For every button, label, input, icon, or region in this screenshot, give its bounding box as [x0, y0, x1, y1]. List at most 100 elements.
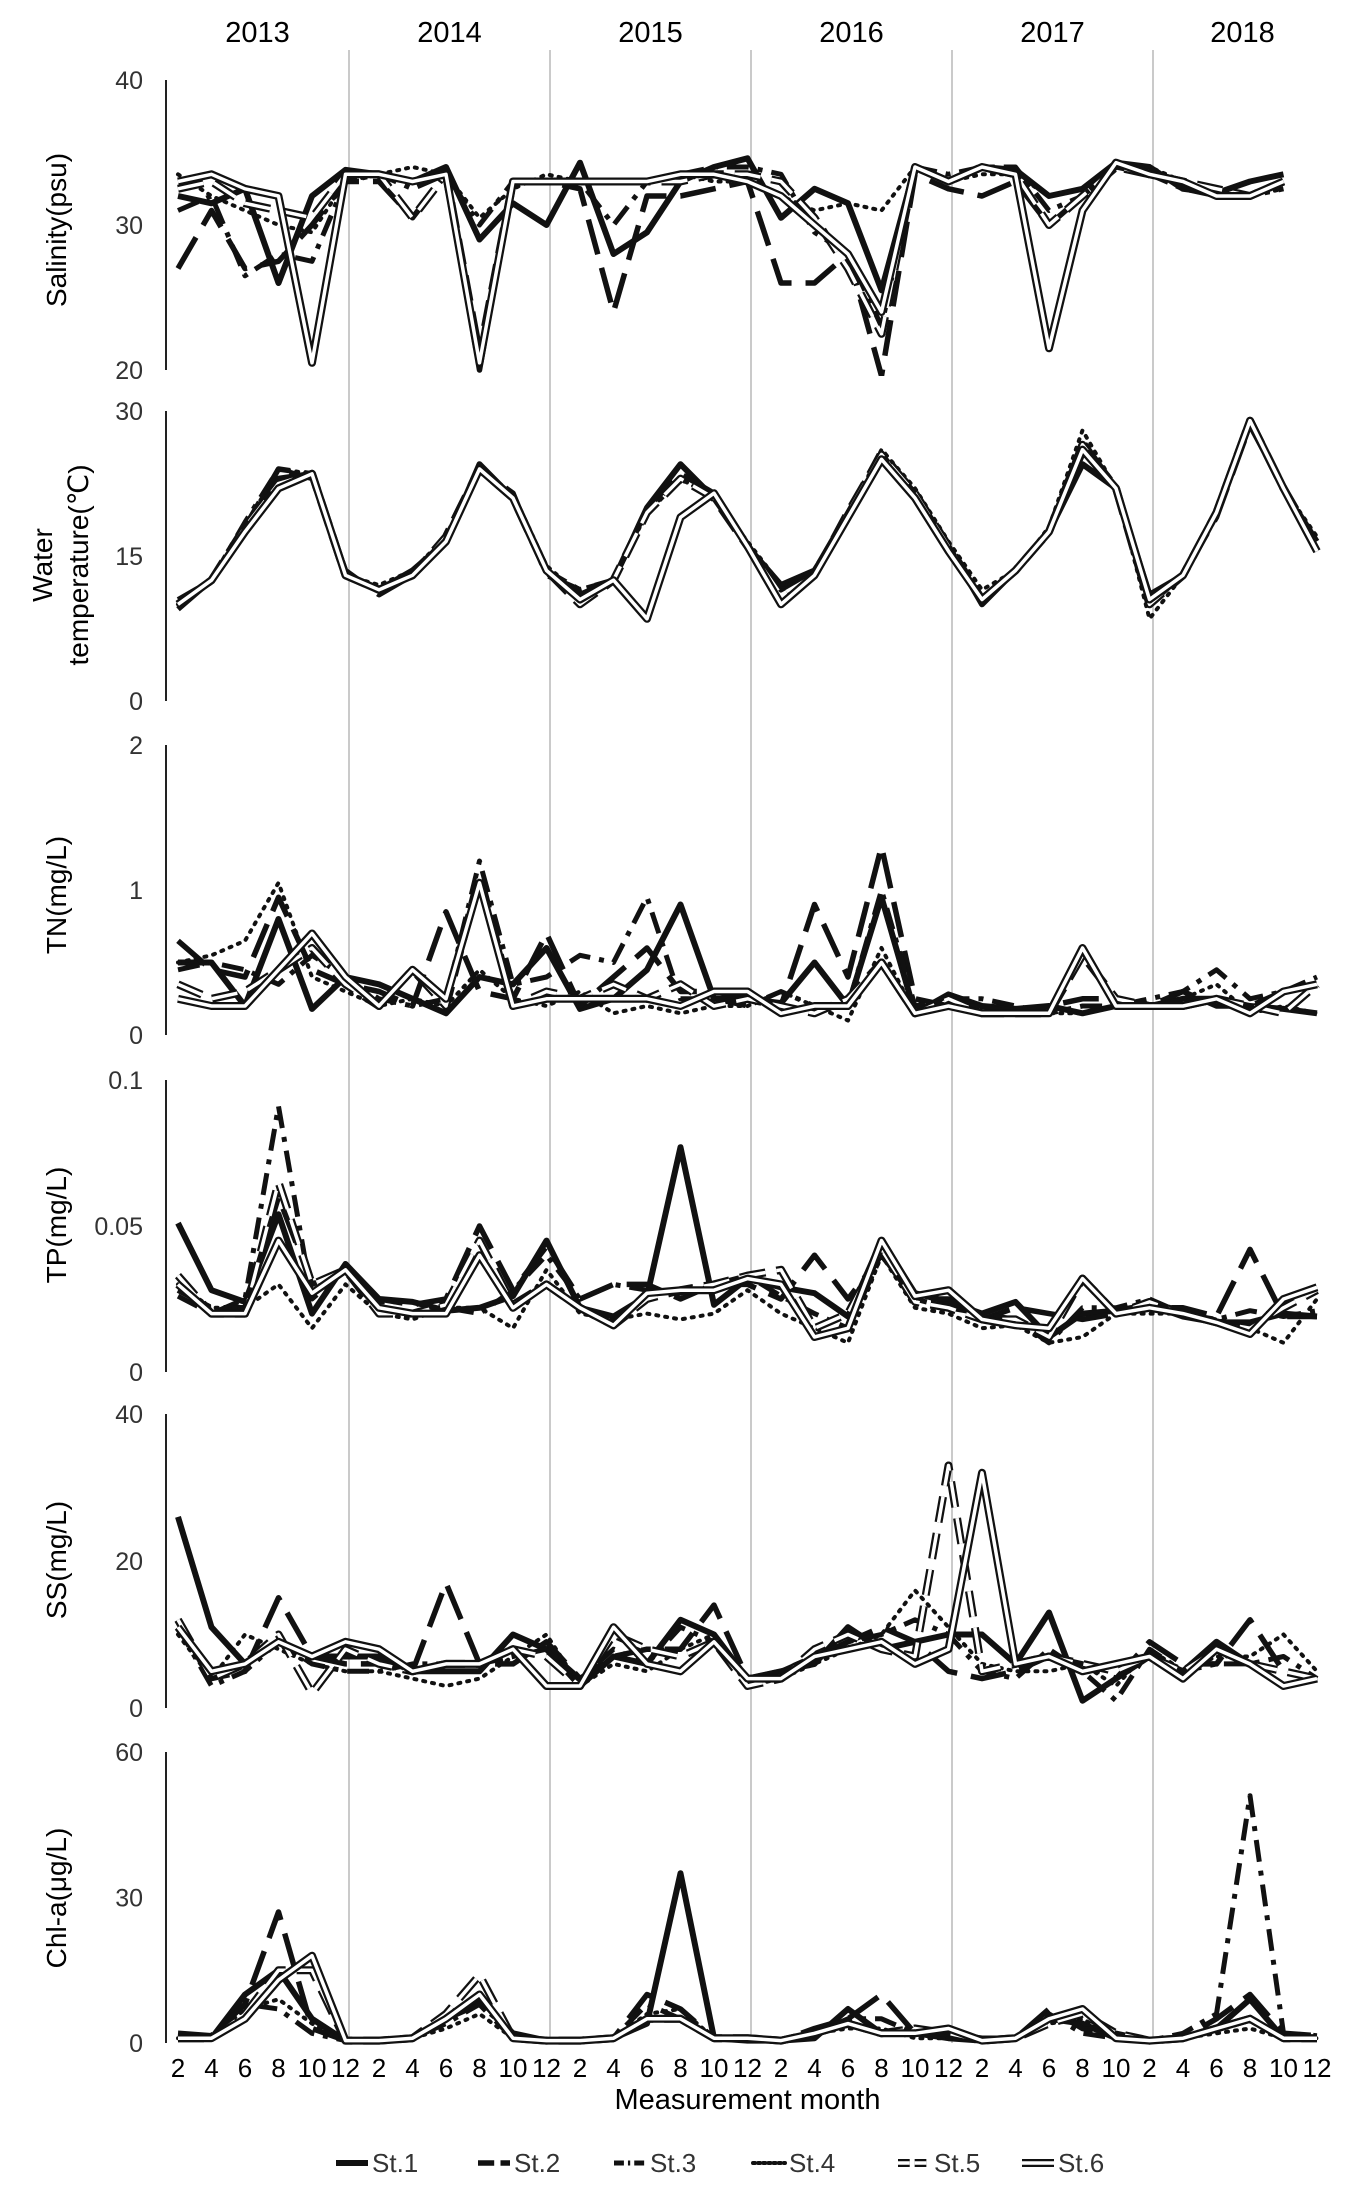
series-st6-line-inner — [176, 1471, 1318, 1688]
panel-4: 0 0.05 0.1 TP(mg/L) — [41, 1067, 1319, 1387]
y-tick-label: 1 — [129, 877, 143, 905]
panel-3: 0 1 2 TN(mg/L) — [41, 732, 1320, 1050]
x-tick-label: 6 — [1042, 2053, 1056, 2083]
y-tick-label: 2 — [129, 732, 143, 760]
series-group — [175, 155, 1286, 376]
x-tick-label: 2 — [975, 2053, 989, 2083]
x-tick-label: 4 — [606, 2053, 620, 2083]
y-tick-label: 0 — [129, 1695, 143, 1723]
x-tick-label: 2 — [774, 2053, 788, 2083]
x-tick-label: 8 — [1243, 2053, 1257, 2083]
x-tick-label: 12 — [934, 2053, 963, 2083]
y-tick-label: 40 — [115, 67, 143, 95]
x-tick-label: 8 — [1075, 2053, 1089, 2083]
legend-item-st2: St.2 — [478, 2148, 560, 2178]
legend-item-st3: St.3 — [614, 2148, 696, 2178]
x-tick-label: 10 — [901, 2053, 930, 2083]
x-tick-label: 12 — [733, 2053, 762, 2083]
panel-2: 0 15 30 Water temperature(℃) — [27, 398, 1321, 716]
y-tick-label: 20 — [115, 1548, 143, 1576]
y-tick-label: 15 — [115, 543, 143, 571]
y-tick-label: 20 — [115, 357, 143, 385]
series-group — [175, 416, 1321, 623]
y-axis-label: Water temperature(℃) — [27, 464, 94, 665]
legend-item-st1: St.1 — [336, 2148, 418, 2178]
x-tick-label: 8 — [673, 2053, 687, 2083]
series-st5-line-inner — [176, 1463, 1318, 1696]
legend-label: St.5 — [934, 2148, 980, 2178]
x-tick-label: 12 — [1303, 2053, 1332, 2083]
x-tick-label: 8 — [874, 2053, 888, 2083]
legend-label: St.4 — [789, 2148, 835, 2178]
x-tick-label: 4 — [204, 2053, 218, 2083]
y-tick-label: 30 — [115, 398, 143, 426]
x-tick-label: 10 — [1269, 2053, 1298, 2083]
x-tick-label: 10 — [499, 2053, 528, 2083]
x-axis-label: Measurement month — [615, 2084, 881, 2116]
legend-item-st5: St.5 — [898, 2148, 980, 2178]
series-st6-line-inner — [177, 881, 1318, 1016]
y-axis-label: TP(mg/L) — [41, 1167, 72, 1284]
legend-label: St.3 — [650, 2148, 696, 2178]
x-tick-label: 12 — [331, 2053, 360, 2083]
legend-item-st4: St.4 — [751, 2148, 835, 2178]
panel-6: 0 30 60 Chl-a(μg/L) — [41, 1739, 1319, 2058]
series-group — [174, 1103, 1319, 1346]
y-tick-label: 0 — [129, 2030, 143, 2058]
series-st6-line-inner — [176, 418, 1319, 621]
year-label-2016: 2016 — [819, 17, 884, 49]
x-tick-label: 8 — [472, 2053, 486, 2083]
legend: St.1 St.2 St.3 St.4 St.5 St.6 — [336, 2148, 1104, 2178]
x-tick-label: 2 — [573, 2053, 587, 2083]
y-axis-label: TN(mg/L) — [41, 836, 72, 954]
legend-item-st6: St.6 — [1022, 2148, 1104, 2178]
x-tick-label: 2 — [171, 2053, 185, 2083]
y-tick-label: 40 — [115, 1401, 143, 1429]
x-tick-label: 10 — [700, 2053, 729, 2083]
year-label-2013: 2013 — [225, 17, 290, 49]
series-st6-line-inner — [178, 1953, 1317, 2043]
year-label-2018: 2018 — [1210, 17, 1275, 49]
y-tick-label: 30 — [115, 1885, 143, 1913]
y-tick-label: 30 — [115, 212, 143, 240]
legend-label: St.2 — [514, 2148, 560, 2178]
x-tick-label: 6 — [238, 2053, 252, 2083]
year-label-2017: 2017 — [1020, 17, 1085, 49]
year-label-2015: 2015 — [618, 17, 683, 49]
x-tick-label: 6 — [640, 2053, 654, 2083]
x-tick-label: 4 — [1008, 2053, 1022, 2083]
x-tick-label: 12 — [532, 2053, 561, 2083]
y-tick-label: 0 — [129, 1359, 143, 1387]
series-group — [174, 1461, 1319, 1704]
x-tick-label: 2 — [372, 2053, 386, 2083]
series-st6-line-inner — [176, 1238, 1318, 1339]
year-gridlines — [348, 50, 1154, 2043]
x-tick-label: 6 — [439, 2053, 453, 2083]
x-tick-label: 2 — [1142, 2053, 1156, 2083]
x-tick-label: 10 — [1102, 2053, 1131, 2083]
series-st6-line-inner — [177, 160, 1285, 365]
year-label-2014: 2014 — [417, 17, 482, 49]
x-axis: 2 4 6 8 10 12 2 4 6 8 10 12 2 4 6 8 10 12 2 4 6 8 10 12 2 4 6 8 10 2 4… — [171, 2053, 1332, 2116]
series-group — [176, 843, 1320, 1023]
y-tick-label: 0.05 — [94, 1213, 143, 1241]
panel-5: 0 20 40 SS(mg/L) — [41, 1401, 1319, 1723]
y-tick-label: 60 — [115, 1739, 143, 1767]
x-tick-label: 6 — [841, 2053, 855, 2083]
x-tick-label: 4 — [405, 2053, 419, 2083]
legend-label: St.1 — [372, 2148, 418, 2178]
y-axis-label: SS(mg/L) — [41, 1501, 72, 1619]
x-tick-label: 4 — [1176, 2053, 1190, 2083]
y-tick-label: 0.1 — [108, 1067, 143, 1095]
panel-1: 20 30 40 Salinity(psu) — [41, 67, 1286, 385]
y-axis-label: Chl-a(μg/L) — [41, 1828, 72, 1969]
x-tick-label: 4 — [807, 2053, 821, 2083]
y-axis-label: Salinity(psu) — [41, 153, 72, 307]
x-tick-labels: 2 4 6 8 10 12 2 4 6 8 10 12 2 4 6 8 10 12 2 4 6 8 10 12 2 4 6 8 10 2 4… — [171, 2053, 1332, 2083]
x-tick-label: 6 — [1209, 2053, 1223, 2083]
y-tick-label: 0 — [129, 688, 143, 716]
series-group — [176, 1793, 1319, 2045]
x-tick-label: 8 — [271, 2053, 285, 2083]
